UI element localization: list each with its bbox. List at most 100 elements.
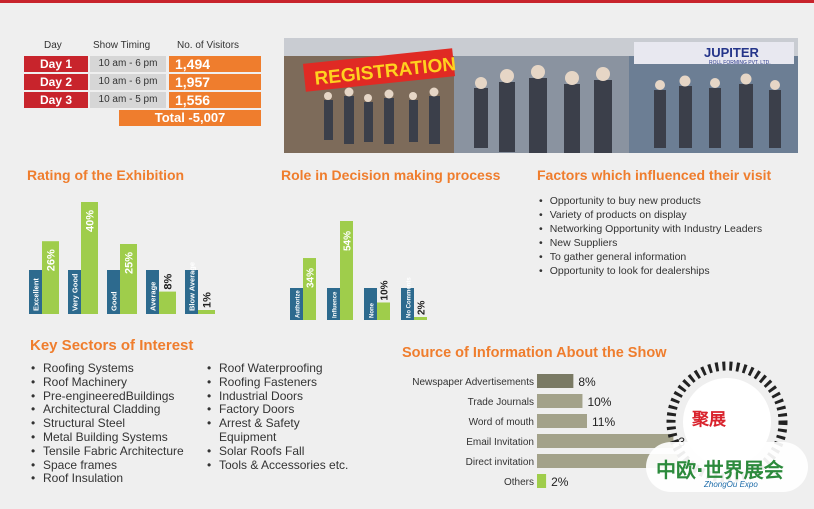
value-bar (537, 374, 574, 388)
sign-text: JUPITER (704, 45, 760, 60)
value-bar (120, 244, 137, 314)
watermark-brand: 中欧·世界展会 (656, 458, 784, 482)
category-bar (107, 270, 120, 314)
factor-item: Opportunity to buy new products (539, 194, 762, 208)
value-bar (414, 317, 427, 320)
header-day: Day (44, 40, 62, 51)
rating-chart: Excellent 26% Very Good 40% Good 25% Average 8%… (29, 202, 215, 314)
category-label: Blow Average (188, 262, 197, 311)
category-label: Others (504, 477, 534, 488)
factor-item: Variety of products on display (539, 208, 762, 222)
factors-list: Opportunity to buy new products Variety … (539, 194, 762, 278)
category-bar (68, 270, 81, 314)
sector-item: Roofing Systems (31, 361, 216, 376)
day-3-visitors: 1,556 (169, 92, 261, 108)
total-visitors: Total -5,007 (119, 110, 261, 126)
factor-item: To gather general information (539, 250, 762, 264)
rating-chart-title: Rating of the Exhibition (27, 167, 185, 183)
category-bar (185, 270, 198, 314)
factor-item: Networking Opportunity with Industry Lea… (539, 222, 762, 236)
data-label: 8% (578, 375, 596, 389)
sectors-column-2: Roof Waterproofing Roofing Fasteners Ind… (207, 361, 357, 473)
sector-item: Arrest & Safety Equipment (207, 416, 357, 445)
category-label: None (370, 302, 376, 318)
data-label: 2% (417, 300, 428, 315)
header-show-timing: Show Timing (93, 40, 151, 51)
day-3-timing: 10 am - 5 pm (90, 92, 166, 108)
category-label: Very Good (71, 273, 80, 311)
data-label: 40% (85, 210, 97, 232)
category-label: Excellent (32, 278, 41, 311)
value-bar (537, 434, 674, 448)
value-bar (377, 302, 390, 320)
data-label: 26% (46, 249, 58, 271)
factors-title: Factors which influenced their visit (537, 167, 772, 183)
value-bar (198, 310, 215, 314)
role-chart-title: Role in Decision making process (281, 167, 501, 183)
sectors-column-1: Roofing Systems Roof Machinery Pre-engin… (31, 361, 216, 486)
sector-item: Roof Machinery (31, 375, 216, 390)
data-label: 25% (124, 252, 136, 274)
value-bar (537, 414, 587, 428)
day-2-label: Day 2 (24, 74, 88, 90)
category-bar (401, 288, 414, 320)
day-2-visitors: 1,957 (169, 74, 261, 90)
value-bar (537, 474, 547, 488)
category-label: Average (149, 282, 158, 311)
source-chart-title: Source of Information About the Show (402, 345, 667, 361)
data-label: 2% (551, 475, 569, 489)
category-bar (327, 288, 340, 320)
data-label: 11% (592, 415, 615, 429)
visitors-table: Day Show Timing No. of Visitors Day 1 10… (24, 40, 264, 130)
day-2-timing: 10 am - 6 pm (90, 74, 166, 90)
category-label: Good (110, 291, 119, 311)
data-label: 8% (163, 273, 175, 289)
data-label: 1% (202, 292, 214, 308)
category-bar (29, 270, 42, 314)
sector-item: Factory Doors (207, 403, 357, 417)
factor-item: Opportunity to look for dealerships (539, 264, 762, 278)
sector-item: Solar Roofs Fall (207, 444, 357, 459)
category-label: Authorize (296, 290, 302, 318)
data-label: 34% (306, 268, 317, 288)
source-chart: Newspaper Advertisements 8% Trade Journals… (412, 374, 685, 489)
sector-item: Metal Building Systems (31, 430, 216, 445)
sectors-title: Key Sectors of Interest (30, 337, 194, 354)
value-bar (340, 221, 353, 320)
top-accent-line (0, 0, 814, 3)
sector-item: Tensile Fabric Architecture (31, 444, 216, 459)
sector-item: Structural Steel (31, 416, 216, 431)
role-chart: Authorize 34% Influence 54% None 10% No Commen… (290, 221, 428, 320)
value-bar (537, 394, 583, 408)
data-label: 10% (587, 395, 611, 409)
category-label: Email Invitation (466, 437, 534, 448)
sector-item: Space frames (31, 458, 216, 473)
day-1-visitors: 1,494 (169, 56, 261, 72)
category-label: Direct invitation (466, 457, 534, 468)
sector-item: Roofing Fasteners (207, 375, 357, 390)
category-label: No Comments (407, 277, 413, 318)
sector-item: Tools & Accessories etc. (207, 458, 357, 473)
value-bar (81, 202, 98, 314)
watermark: 聚展 中欧·世界展会 ZhongOu Expo (646, 360, 808, 502)
factor-item: New Suppliers (539, 236, 762, 250)
sign-subtext: ROLL FORMING PVT. LTD. (709, 60, 771, 66)
sector-item: Architectural Cladding (31, 403, 216, 417)
header-visitors: No. of Visitors (177, 40, 240, 51)
value-bar (42, 241, 59, 314)
watermark-brand-en: ZhongOu Expo (704, 480, 758, 489)
day-1-timing: 10 am - 6 pm (90, 56, 166, 72)
category-bar (290, 288, 303, 320)
category-label: Trade Journals (468, 397, 534, 408)
exhibition-photo-illustration: REGISTRATION JUPITER ROLL FORMING PVT. L… (284, 38, 798, 153)
category-label: Newspaper Advertisements (412, 377, 534, 388)
data-label: 10% (380, 280, 391, 300)
value-bar (537, 454, 678, 468)
category-bar (364, 288, 377, 320)
sector-item: Pre-engineeredBuildings (31, 389, 216, 404)
category-label: Influence (333, 291, 339, 318)
day-3-label: Day 3 (24, 92, 88, 108)
category-label: Word of mouth (469, 417, 534, 428)
watermark-badge: 聚展 (692, 410, 726, 430)
exhibition-photo: REGISTRATION JUPITER ROLL FORMING PVT. L… (284, 38, 798, 153)
